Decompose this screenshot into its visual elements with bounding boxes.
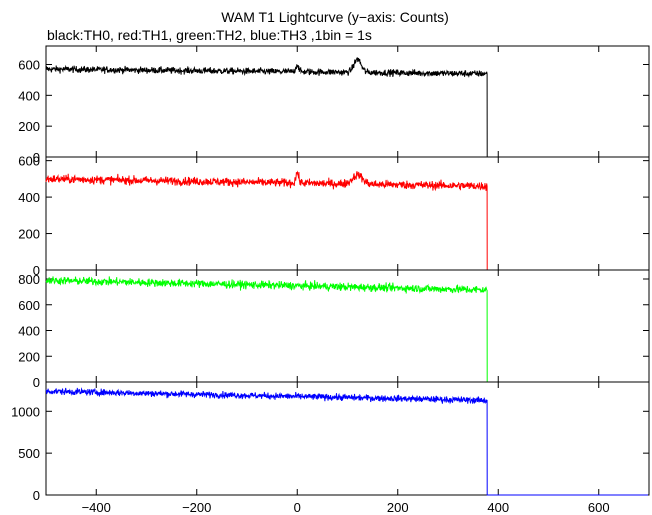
y-tick-label: 200 — [18, 227, 40, 242]
series-line-th1 — [45, 170, 648, 271]
y-tick-label: 600 — [18, 154, 40, 169]
panel-th0: 0 200 400 600 — [18, 45, 650, 165]
y-tick-label: 200 — [18, 349, 40, 364]
x-tick-label: 600 — [588, 500, 610, 515]
panel-frame — [45, 45, 650, 158]
chart-subtitle: black:TH0, red:TH1, green:TH2, blue:TH3 … — [47, 27, 372, 43]
x-tick-label: −200 — [182, 500, 211, 515]
y-tick-label: 500 — [18, 446, 40, 461]
chart-title: WAM T1 Lightcurve (y−axis: Counts) — [221, 9, 449, 25]
y-tick-label: 600 — [18, 298, 40, 313]
y-tick-label: 0 — [33, 263, 40, 278]
panel-th3: 0 500 1000 — [11, 381, 650, 503]
y-tick-label: 0 — [33, 375, 40, 390]
y-tick-label: 400 — [18, 88, 40, 103]
panel-frame — [45, 156, 650, 271]
y-tick-label: 400 — [18, 324, 40, 339]
y-tick-label: 0 — [33, 150, 40, 165]
panels-group: 0200400600020040060002004006008000500100… — [11, 45, 650, 503]
x-tick-label: 0 — [294, 500, 301, 515]
x-tick-label: −400 — [82, 500, 111, 515]
y-tick-label: 800 — [18, 272, 40, 287]
x-tick-label: 400 — [487, 500, 509, 515]
y-tick-label: 400 — [18, 190, 40, 205]
series-line-th0 — [45, 57, 648, 158]
y-tick-label: 600 — [18, 58, 40, 73]
panel-frame — [45, 381, 650, 496]
x-axis: −400 −200 0 200 400 600 — [82, 500, 610, 515]
x-tick-label: 200 — [387, 500, 409, 515]
y-tick-label: 1000 — [11, 404, 40, 419]
y-tick-label: 200 — [18, 119, 40, 134]
panel-th2: 0 200 400 600 800 — [18, 269, 650, 390]
series-line-th2 — [45, 276, 648, 383]
y-tick-label: 0 — [33, 488, 40, 503]
panel-th1: 0 200 400 600 — [18, 154, 650, 278]
series-line-th3 — [45, 387, 648, 496]
